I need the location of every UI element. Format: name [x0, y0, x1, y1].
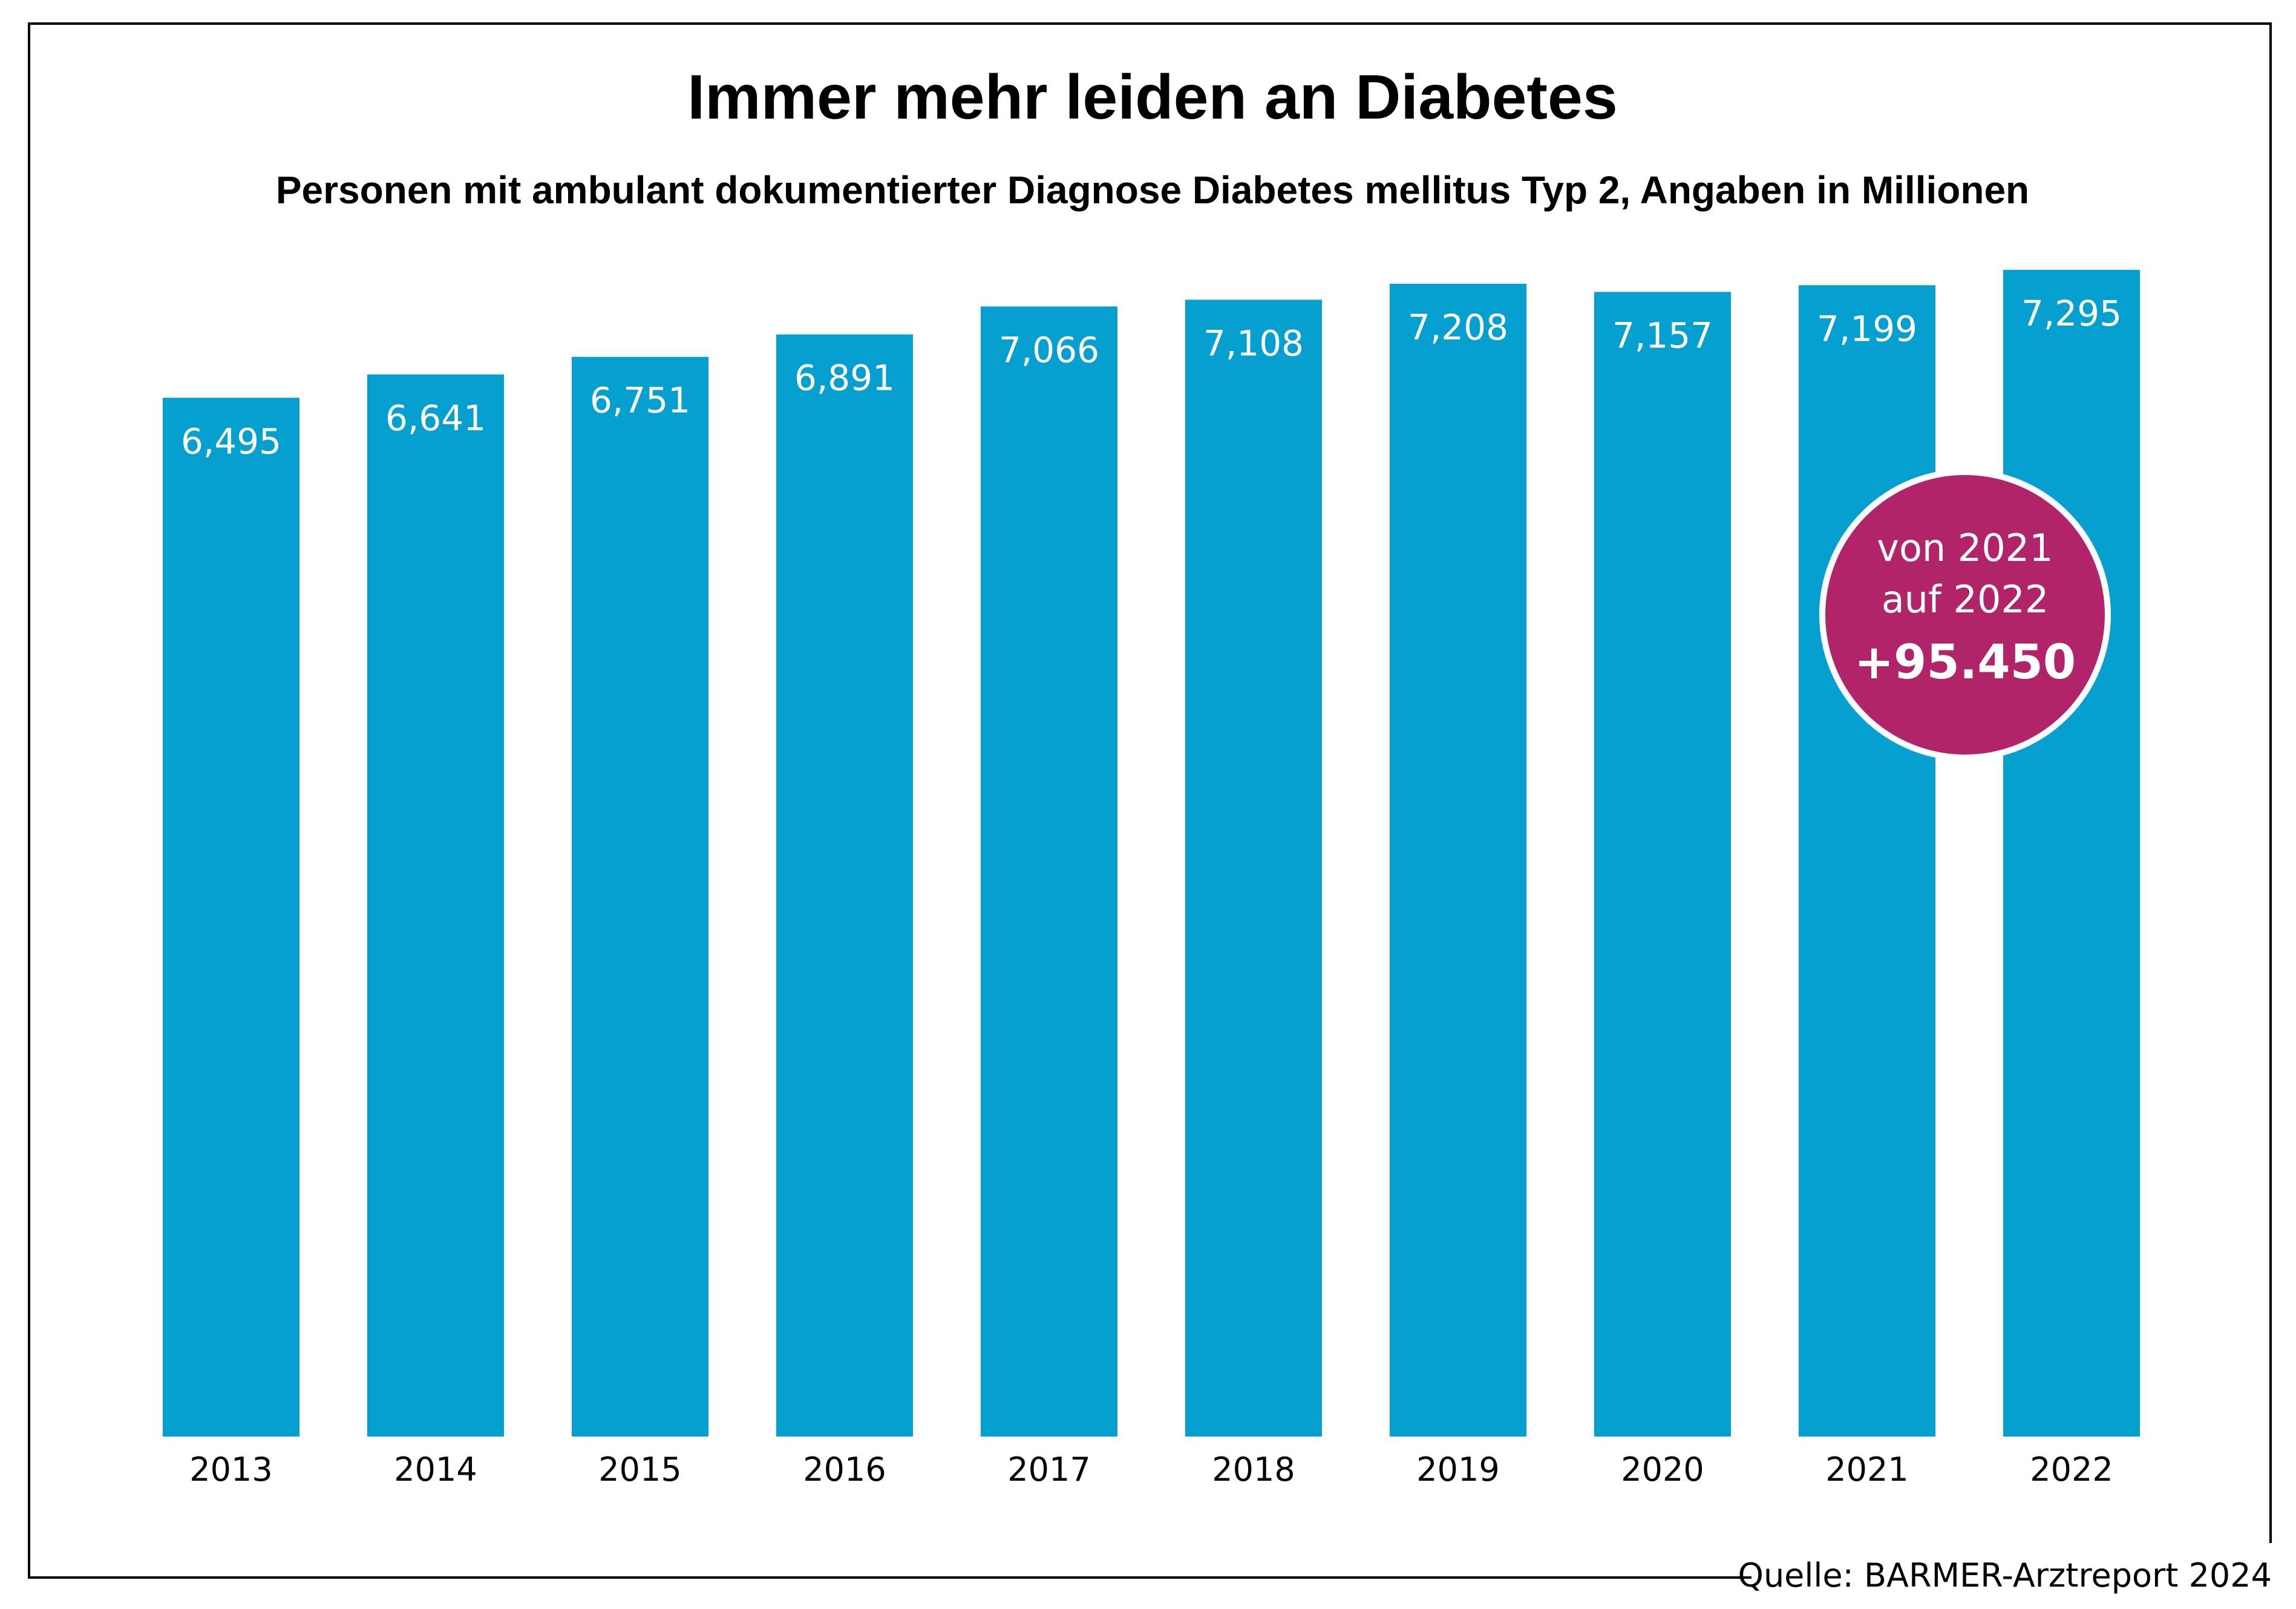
x-tick-label-2016: 2016 — [803, 1450, 886, 1489]
x-tick-label-2015: 2015 — [598, 1450, 681, 1489]
value-label-2019: 7,208 — [1408, 307, 1508, 348]
annotation-line2: auf 2022 — [1882, 577, 2049, 621]
chart-subtitle: Personen mit ambulant dokumentierter Dia… — [276, 168, 2029, 212]
value-label-2014: 6,641 — [385, 398, 486, 439]
bar-2013 — [163, 398, 299, 1437]
bar-2016 — [776, 334, 913, 1437]
bars-group — [163, 269, 2140, 1437]
bar-2018 — [1185, 300, 1322, 1437]
x-tick-label-2018: 2018 — [1212, 1450, 1295, 1489]
x-tick-label-2020: 2020 — [1621, 1450, 1704, 1489]
bar-2014 — [367, 374, 504, 1437]
x-tick-label-2014: 2014 — [394, 1450, 477, 1489]
value-label-2017: 7,066 — [999, 329, 1099, 370]
x-tick-label-2019: 2019 — [1416, 1450, 1499, 1489]
value-label-2018: 7,108 — [1203, 323, 1304, 364]
chart-title: Immer mehr leiden an Diabetes — [687, 62, 1617, 133]
x-tick-labels-group: 2013 2014 2015 2016 2017 2018 2019 2020 2021 2022 — [189, 1450, 2113, 1489]
bar-2021 — [1799, 285, 1935, 1437]
value-label-2016: 6,891 — [794, 358, 895, 399]
value-label-2021: 7,199 — [1817, 308, 1917, 349]
source-note: Quelle: BARMER-Arztreport 2024 — [1738, 1556, 2272, 1594]
bar-2020 — [1594, 292, 1731, 1437]
bar-2022 — [2003, 269, 2140, 1437]
value-label-2013: 6,495 — [181, 421, 281, 462]
annotation-badge: von 2021 auf 2022 +95.450 — [1819, 469, 2111, 761]
annotation-circle — [1819, 469, 2111, 761]
value-label-2020: 7,157 — [1612, 315, 1713, 356]
value-labels-group: 6,495 6,641 6,751 6,891 7,066 7,108 7,208 7,157… — [181, 293, 2122, 462]
bar-2017 — [981, 306, 1117, 1437]
annotation-line1: von 2021 — [1877, 526, 2053, 570]
x-tick-label-2022: 2022 — [2030, 1450, 2113, 1489]
x-tick-label-2021: 2021 — [1825, 1450, 1908, 1489]
bar-2019 — [1390, 283, 1526, 1437]
source-bg — [1751, 1543, 2278, 1598]
value-label-2022: 7,295 — [2021, 293, 2122, 334]
value-label-2015: 6,751 — [590, 380, 690, 421]
x-tick-label-2017: 2017 — [1007, 1450, 1090, 1489]
x-tick-label-2013: 2013 — [189, 1450, 272, 1489]
annotation-value: +95.450 — [1854, 635, 2076, 690]
bar-2015 — [572, 356, 708, 1437]
